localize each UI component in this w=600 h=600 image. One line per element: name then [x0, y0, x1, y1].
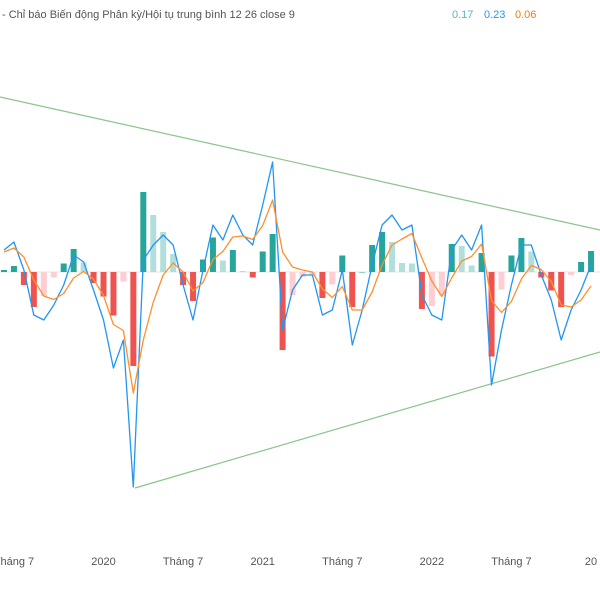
macd-line: [3, 161, 592, 488]
histogram-bar: [269, 234, 276, 272]
x-tick-label: Tháng 7: [163, 556, 203, 568]
histogram-bar: [20, 272, 27, 285]
histogram-bar: [100, 272, 107, 297]
histogram-bar: [259, 251, 266, 272]
histogram-bar: [389, 242, 396, 272]
histogram-bar: [498, 272, 505, 290]
histogram-bar: [229, 250, 236, 272]
histogram-bar: [528, 251, 535, 272]
trend-line: [134, 351, 600, 489]
x-tick-label: 2022: [420, 556, 444, 568]
histogram-bar: [558, 272, 565, 307]
histogram-bar: [319, 272, 326, 298]
histogram-bar: [279, 272, 286, 350]
histogram-bar: [1, 270, 7, 272]
histogram-bar: [488, 272, 495, 357]
x-tick-label: Tháng 7: [491, 556, 531, 568]
trend-line: [0, 96, 600, 231]
histogram-bar: [90, 272, 97, 283]
histogram-bar: [30, 272, 37, 307]
histogram-bar: [150, 215, 157, 272]
histogram-bar: [160, 232, 167, 272]
histogram-bar: [588, 251, 595, 272]
histogram-bar: [309, 272, 316, 275]
histogram-bar: [408, 263, 415, 272]
readout-value: 0.17: [452, 9, 473, 21]
histogram-bar: [339, 255, 346, 272]
histogram-bar: [518, 238, 525, 272]
x-tick-label: 2021: [250, 556, 274, 568]
histogram-bar: [80, 262, 87, 272]
readout-value: 0.23: [484, 9, 505, 21]
histogram-bar: [180, 272, 187, 285]
histogram-bar: [110, 272, 117, 316]
histogram-bar: [190, 272, 197, 301]
histogram-bar: [379, 232, 386, 272]
x-tick-label: Tháng 7: [0, 556, 34, 568]
histogram-bar: [508, 255, 515, 272]
histogram-bar: [448, 244, 455, 272]
histogram-bar: [249, 272, 256, 278]
histogram-bar: [120, 272, 127, 282]
histogram-bar: [289, 272, 296, 295]
histogram-bar: [329, 272, 336, 285]
histogram-bar: [478, 253, 485, 272]
histogram-bar: [369, 245, 376, 272]
histogram-bar: [50, 272, 57, 278]
histogram-bar: [10, 266, 17, 272]
histogram-bar: [458, 246, 465, 272]
histogram-bar: [140, 192, 147, 272]
x-tick-label: 2020: [91, 556, 115, 568]
histogram-bar: [70, 249, 77, 272]
histogram-bar: [428, 272, 435, 306]
histogram-bar: [568, 272, 575, 275]
x-tick-label: 20: [585, 556, 597, 568]
signal-line: [3, 199, 592, 394]
histogram-bar: [468, 265, 475, 272]
histogram-bar: [40, 272, 47, 296]
histogram-bar: [349, 272, 356, 307]
indicator-title: - Chỉ báo Biến động Phân kỳ/Hội tụ trung…: [2, 9, 295, 21]
x-tick-label: Tháng 7: [322, 556, 362, 568]
histogram-bar: [200, 259, 206, 272]
histogram-bar: [239, 271, 246, 272]
histogram-bar: [578, 262, 585, 272]
histogram-bar: [438, 272, 445, 296]
histogram-bar: [130, 272, 137, 366]
histogram-bar: [399, 263, 405, 272]
histogram-bar: [219, 260, 226, 272]
histogram-bar: [209, 237, 216, 272]
histogram-bar: [359, 272, 366, 273]
readout-value: 0.06: [515, 9, 536, 21]
histogram-bar: [60, 263, 67, 272]
